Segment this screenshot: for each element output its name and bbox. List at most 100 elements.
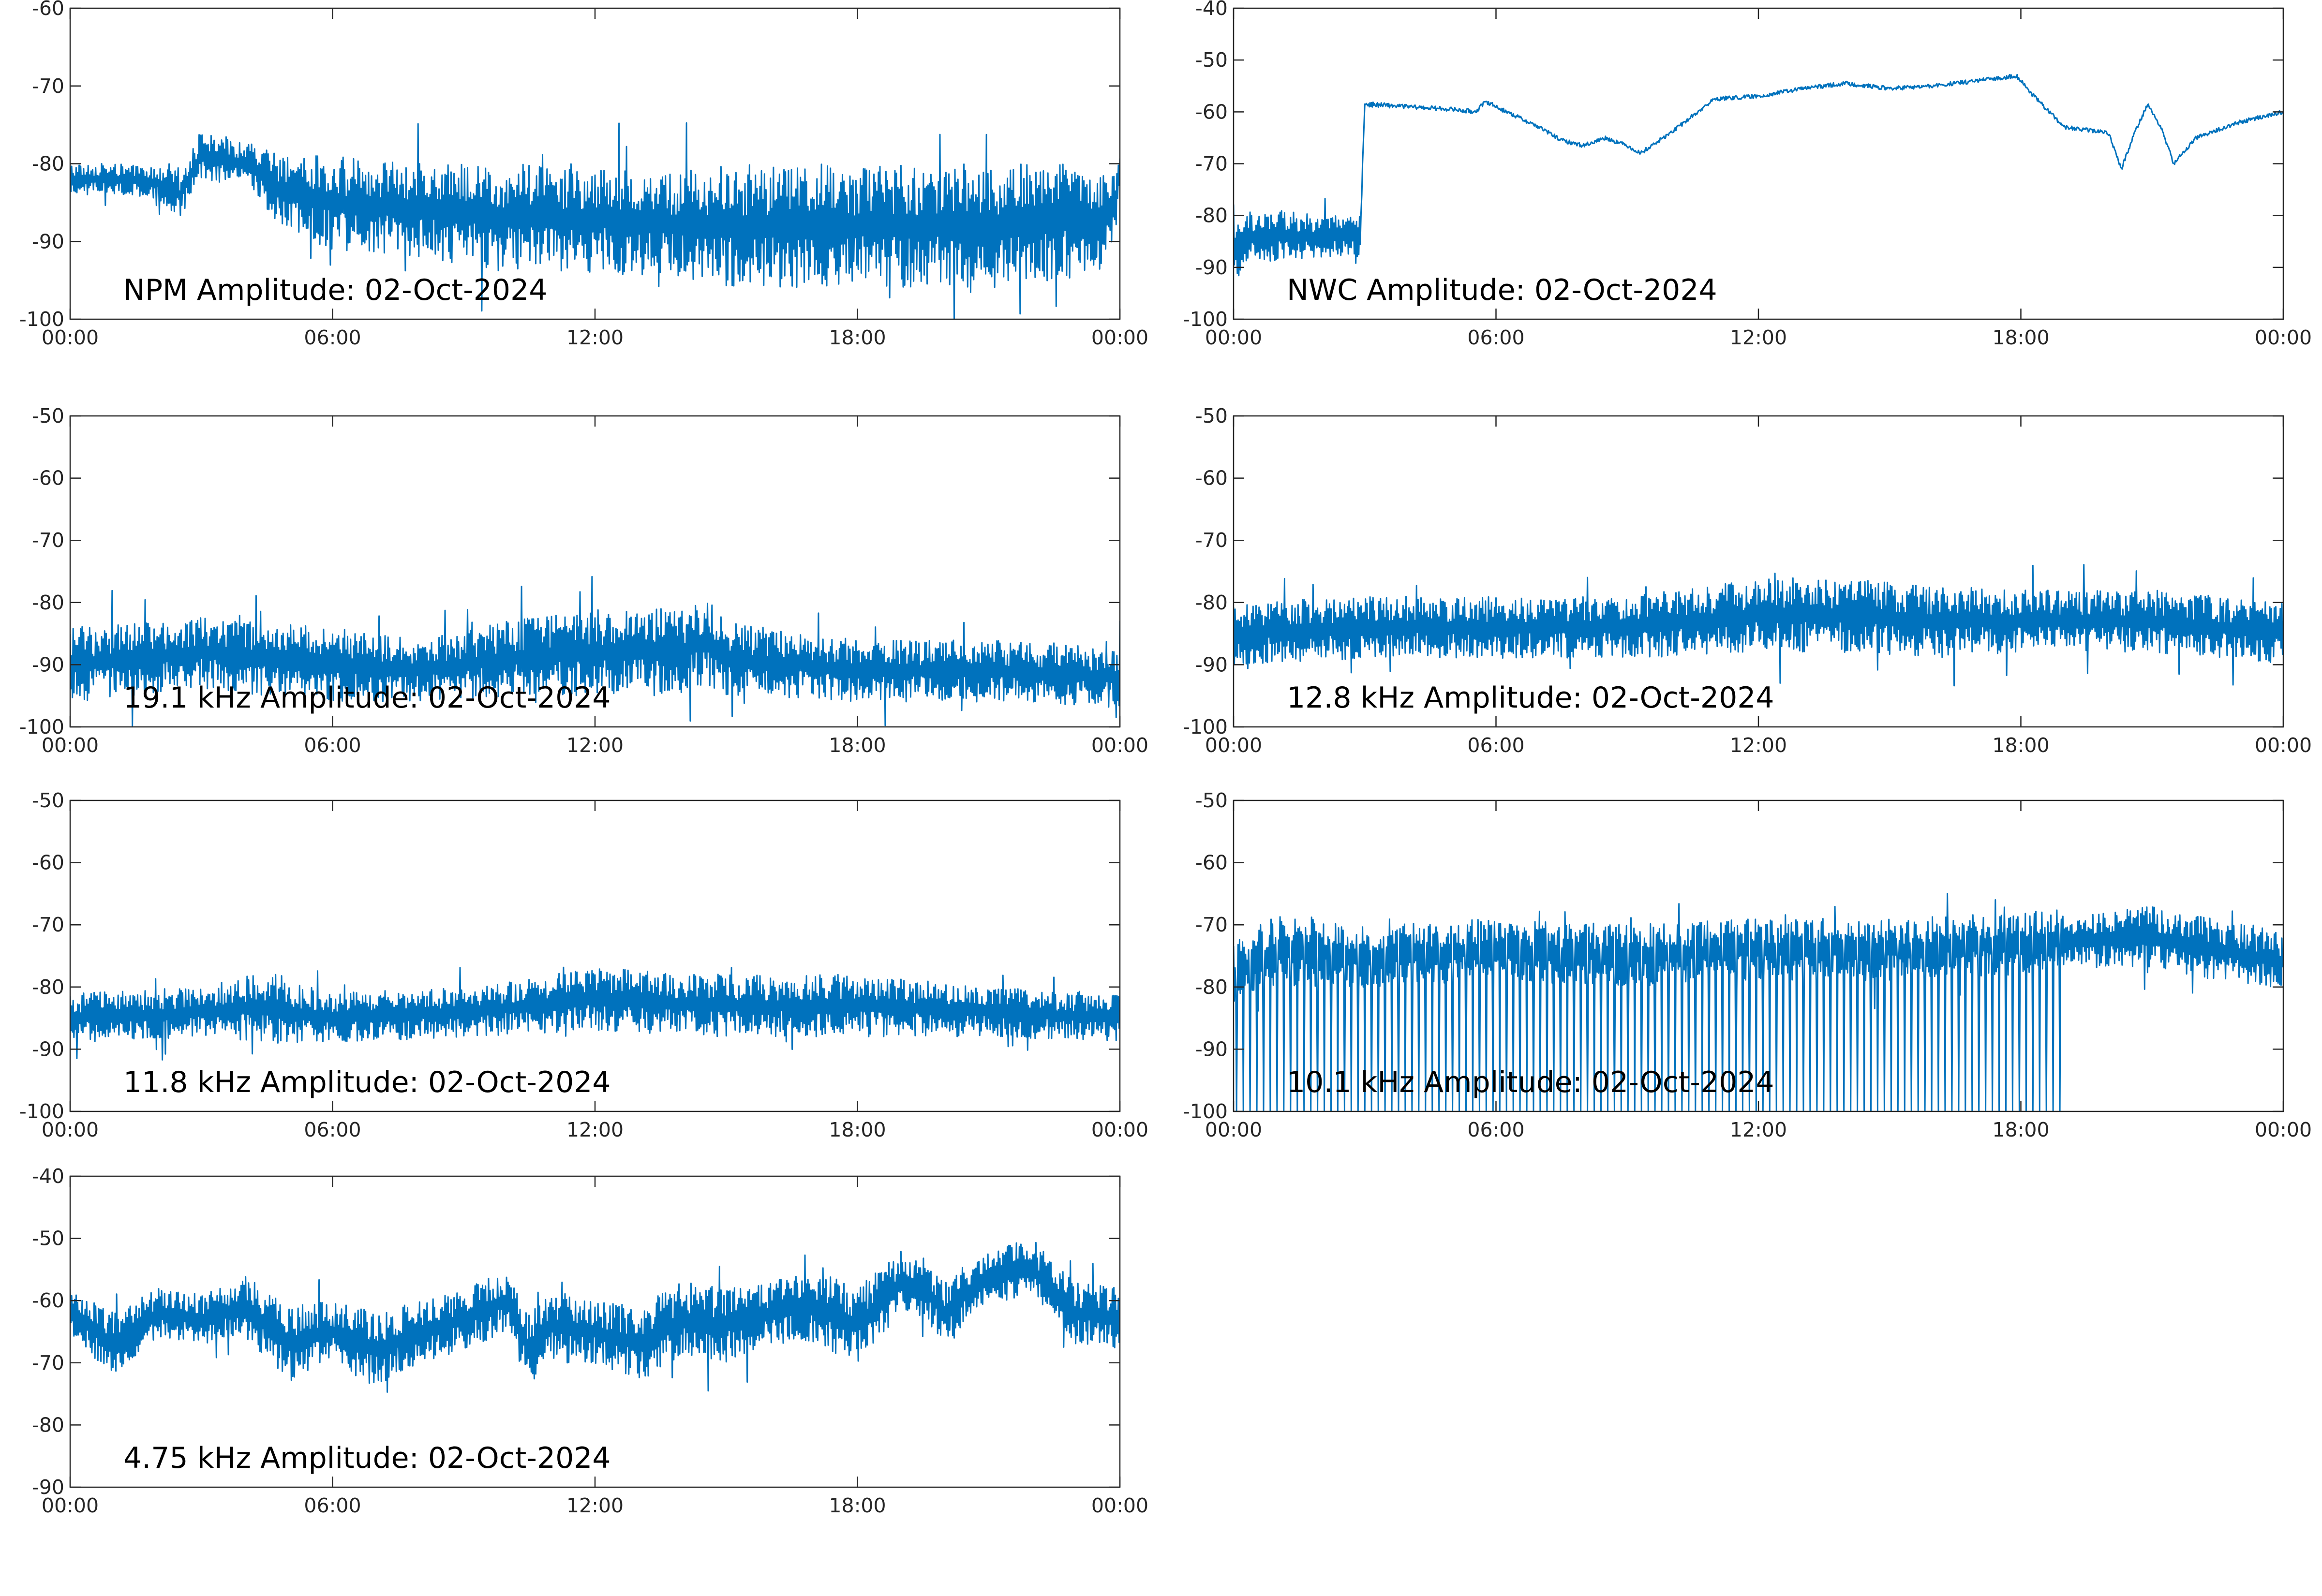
x-tick-label: 12:00 [1730, 734, 1787, 757]
x-tick-label: 00:00 [1091, 1118, 1148, 1141]
y-tick-label: -70 [32, 74, 64, 98]
panel-title: 4.75 kHz Amplitude: 02-Oct-2024 [123, 1441, 611, 1475]
y-tick-label: -40 [32, 1165, 64, 1188]
y-tick-label: -50 [1195, 48, 1228, 72]
x-tick-label: 00:00 [42, 1118, 99, 1141]
x-tick-label: 00:00 [42, 734, 99, 757]
y-tick-label: -50 [32, 1227, 64, 1250]
y-tick-label: -100 [19, 1100, 64, 1123]
y-tick-label: -90 [1195, 653, 1228, 676]
x-tick-label: 06:00 [304, 1494, 361, 1517]
y-tick-label: -60 [1195, 100, 1228, 123]
x-tick-label: 12:00 [566, 326, 624, 349]
y-tick-label: -60 [1195, 851, 1228, 874]
chart-panel-1: 00:00 06:00 12:00 18:00 00:00 -60 -70 -80 -90 -10… [19, 0, 1148, 349]
x-tick-label: 00:00 [1091, 734, 1148, 757]
y-tick-label: -80 [32, 975, 64, 999]
y-tick-label: -70 [32, 913, 64, 936]
y-tick-label: -90 [1195, 256, 1228, 279]
series-line [1234, 564, 2283, 687]
y-tick-label: -80 [32, 591, 64, 614]
y-tick-label: -90 [32, 653, 64, 676]
x-tick-label: 18:00 [829, 326, 886, 349]
x-tick-label: 00:00 [1205, 1118, 1262, 1141]
y-tick-label: -50 [32, 789, 64, 812]
x-tick-label: 18:00 [1992, 326, 2049, 349]
x-tick-label: 18:00 [1992, 1118, 2049, 1141]
panel-title: 12.8 kHz Amplitude: 02-Oct-2024 [1287, 681, 1774, 715]
y-tick-label: -60 [32, 1289, 64, 1312]
y-tick-label: -70 [1195, 913, 1228, 936]
y-tick-label: -50 [1195, 404, 1228, 428]
y-tick-label: -90 [1195, 1037, 1228, 1061]
y-tick-label: -70 [32, 1351, 64, 1374]
series-line [1234, 74, 2283, 277]
chart-panel-2: 00:00 06:00 12:00 18:00 00:00 -40 -50 -60 -70 -80… [1183, 0, 2312, 349]
y-tick-label: -80 [1195, 591, 1228, 614]
y-tick-label: -100 [1183, 1100, 1228, 1123]
x-tick-label: 00:00 [2255, 734, 2312, 757]
series-line [70, 1241, 1120, 1393]
y-tick-label: -80 [32, 152, 64, 176]
series-line [70, 966, 1120, 1061]
chart-panel-5: 00:00 06:00 12:00 18:00 00:00 -50 -60 -70 -80 -90… [19, 789, 1148, 1141]
x-tick-label: 06:00 [304, 734, 361, 757]
y-tick-label: -80 [1195, 204, 1228, 227]
panel-title: 10.1 kHz Amplitude: 02-Oct-2024 [1287, 1065, 1774, 1099]
series-line [70, 122, 1120, 319]
chart-panel-4: 00:00 06:00 12:00 18:00 00:00 -50 -60 -70 -80 -90… [1183, 404, 2312, 757]
x-tick-label: 00:00 [2255, 1118, 2312, 1141]
y-tick-label: -90 [32, 1037, 64, 1061]
x-tick-label: 00:00 [42, 1494, 99, 1517]
x-tick-label: 18:00 [1992, 734, 2049, 757]
panels: 00:00 06:00 12:00 18:00 00:00 -60 -70 -80 -90 -10… [19, 0, 2312, 1517]
panel-title: NPM Amplitude: 02-Oct-2024 [123, 273, 547, 307]
y-tick-label: -90 [32, 230, 64, 253]
x-tick-label: 00:00 [42, 326, 99, 349]
x-tick-label: 06:00 [304, 326, 361, 349]
y-tick-label: -70 [32, 529, 64, 552]
panel-title: 11.8 kHz Amplitude: 02-Oct-2024 [123, 1065, 611, 1099]
y-tick-label: -60 [32, 851, 64, 874]
x-tick-label: 06:00 [1467, 734, 1524, 757]
y-tick-label: -60 [32, 467, 64, 490]
x-tick-label: 00:00 [1205, 326, 1262, 349]
chart-panel-7: 00:00 06:00 12:00 18:00 00:00 -40 -50 -60 -70 -80… [32, 1165, 1148, 1517]
x-tick-label: 00:00 [1091, 326, 1148, 349]
x-tick-label: 12:00 [1730, 326, 1787, 349]
y-tick-label: -100 [1183, 308, 1228, 331]
panel-title: NWC Amplitude: 02-Oct-2024 [1287, 273, 1717, 307]
y-tick-label: -70 [1195, 152, 1228, 176]
y-tick-label: -80 [1195, 975, 1228, 999]
y-tick-label: -60 [1195, 467, 1228, 490]
x-tick-label: 12:00 [566, 1118, 624, 1141]
x-tick-label: 00:00 [1091, 1494, 1148, 1517]
y-tick-label: -100 [1183, 715, 1228, 739]
x-tick-label: 12:00 [566, 1494, 624, 1517]
y-tick-label: -80 [32, 1413, 64, 1436]
x-tick-label: 18:00 [829, 734, 886, 757]
y-tick-label: -100 [19, 308, 64, 331]
x-tick-label: 06:00 [1467, 326, 1524, 349]
panel-title: 19.1 kHz Amplitude: 02-Oct-2024 [123, 681, 611, 715]
chart-panel-6: 00:00 06:00 12:00 18:00 00:00 -50 -60 -70 -80 -90… [1183, 789, 2312, 1141]
x-tick-label: 12:00 [1730, 1118, 1787, 1141]
y-tick-label: -90 [32, 1476, 64, 1499]
y-tick-label: -70 [1195, 529, 1228, 552]
x-tick-label: 12:00 [566, 734, 624, 757]
y-tick-label: -50 [32, 404, 64, 428]
y-tick-label: -50 [1195, 789, 1228, 812]
y-tick-label: -60 [32, 0, 64, 20]
x-tick-label: 18:00 [829, 1118, 886, 1141]
x-tick-label: 06:00 [1467, 1118, 1524, 1141]
chart-panel-3: 00:00 06:00 12:00 18:00 00:00 -50 -60 -70 -80 -90… [19, 404, 1148, 757]
x-tick-label: 06:00 [304, 1118, 361, 1141]
y-tick-label: -40 [1195, 0, 1228, 20]
series-line [1234, 893, 2283, 1111]
series-line [70, 576, 1120, 727]
y-tick-label: -100 [19, 715, 64, 739]
x-tick-label: 00:00 [2255, 326, 2312, 349]
x-tick-label: 00:00 [1205, 734, 1262, 757]
x-tick-label: 18:00 [829, 1494, 886, 1517]
